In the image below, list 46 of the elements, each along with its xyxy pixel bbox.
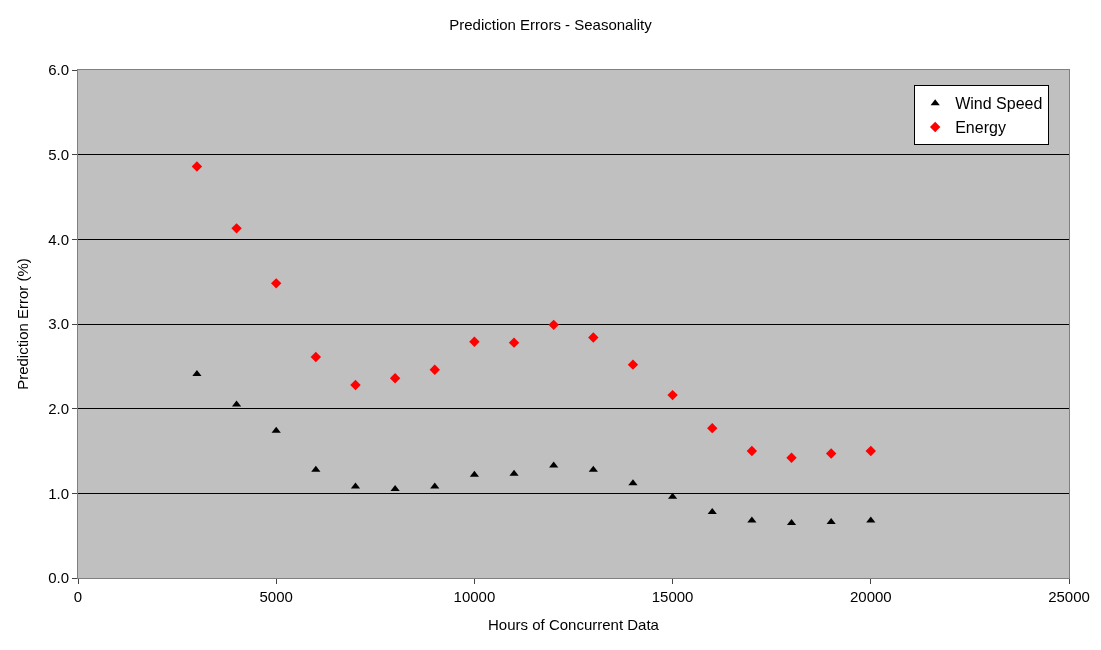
point <box>231 223 242 234</box>
point <box>390 485 400 492</box>
legend-label: Wind Speed <box>955 95 1043 113</box>
point <box>588 332 599 343</box>
y-tick-label: 2.0 <box>48 399 69 417</box>
x-tick-label: 5000 <box>259 588 293 605</box>
y-tick-label: 5.0 <box>48 145 69 163</box>
point <box>825 448 837 459</box>
y-axis-title: Prediction Error (%) <box>14 258 32 390</box>
point <box>311 465 321 472</box>
point <box>746 445 758 457</box>
point <box>667 389 678 401</box>
point <box>429 364 440 375</box>
y-tick-label: 0.0 <box>48 569 69 587</box>
point <box>548 319 559 331</box>
x-tick-label: 0 <box>73 588 83 605</box>
point <box>865 445 876 457</box>
x-tick-label: 20000 <box>849 588 892 605</box>
point <box>786 452 797 463</box>
point <box>310 351 322 363</box>
point <box>469 336 480 347</box>
point <box>350 379 361 391</box>
legend-label: Energy <box>955 119 1006 137</box>
x-axis-title: Hours of Concurrent Data <box>488 616 660 633</box>
y-tick-label: 6.0 <box>48 61 69 79</box>
point <box>707 422 718 434</box>
x-tick-label: 10000 <box>453 588 496 605</box>
point <box>271 278 282 289</box>
point <box>389 372 401 384</box>
point <box>508 337 520 348</box>
point <box>826 518 836 525</box>
point <box>192 369 202 376</box>
point <box>628 479 638 486</box>
x-tick-label: 15000 <box>651 588 694 605</box>
point <box>707 507 717 514</box>
y-tick-label: 4.0 <box>48 230 69 248</box>
point <box>509 469 519 476</box>
point <box>191 161 203 172</box>
point <box>588 465 598 472</box>
y-tick-label: 1.0 <box>48 484 69 502</box>
chart-title: Prediction Errors - Seasonality <box>449 16 653 33</box>
point <box>430 482 440 489</box>
point <box>271 426 281 433</box>
y-tick-label: 3.0 <box>48 315 69 333</box>
x-tick-label: 25000 <box>1048 588 1090 605</box>
point <box>627 359 639 370</box>
